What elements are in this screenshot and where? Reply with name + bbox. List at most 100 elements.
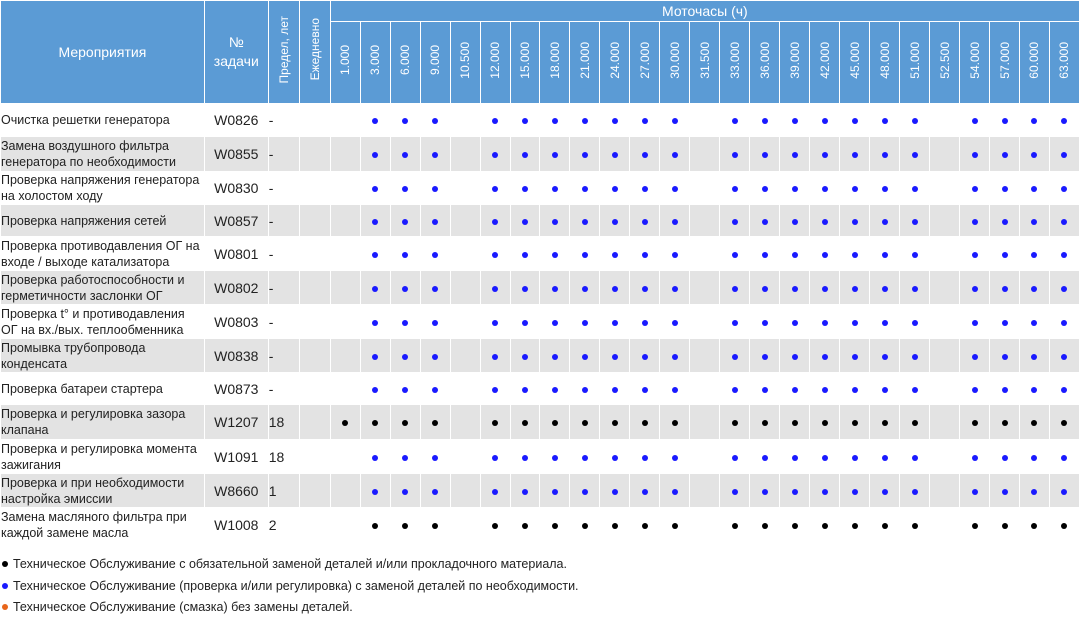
table-row: Проверка напряжения сетей W0857-	[0, 204, 1080, 237]
black-dot-icon	[791, 523, 798, 529]
black-dot-icon	[911, 523, 918, 529]
black-dot-icon	[851, 420, 858, 426]
schedule-cell	[599, 439, 631, 474]
black-dot-icon	[581, 523, 588, 529]
blue-dot-icon	[611, 285, 618, 292]
blue-dot-icon	[881, 454, 888, 461]
schedule-cell	[749, 304, 781, 339]
blue-dot-icon	[551, 353, 558, 360]
blue-dot-icon	[492, 186, 499, 192]
blue-dot-icon	[551, 118, 558, 124]
blue-dot-icon	[1061, 251, 1068, 258]
schedule-cell	[479, 304, 511, 339]
hour-label: 48.000	[877, 41, 892, 79]
schedule-cell	[899, 507, 931, 543]
hour-label: 57.000	[997, 41, 1012, 79]
blue-dot-icon	[611, 386, 618, 393]
schedule-cell	[419, 171, 451, 205]
limit-years: -	[267, 304, 300, 339]
blue-dot-icon	[1061, 319, 1068, 326]
task-number: W0803	[203, 304, 269, 339]
blue-dot-icon	[881, 186, 888, 192]
table-row: Проверка работоспособности и герметичнос…	[0, 270, 1080, 305]
schedule-cell	[1048, 439, 1080, 474]
blue-dot-icon	[581, 454, 588, 461]
schedule-cell	[929, 439, 961, 474]
schedule-cell	[929, 404, 961, 440]
hour-column-header: 9.000	[419, 21, 451, 104]
schedule-cell	[599, 404, 631, 440]
daily-cell	[298, 372, 331, 405]
schedule-cell	[719, 439, 751, 474]
schedule-cell	[749, 171, 781, 205]
schedule-cell	[779, 136, 811, 172]
header-daily-label: Ежедневно	[307, 18, 322, 81]
blue-dot-icon	[791, 186, 798, 192]
hour-label: 12.000	[488, 41, 503, 79]
schedule-cell	[869, 473, 901, 508]
blue-dot-icon	[1001, 186, 1008, 192]
blue-dot-icon	[731, 285, 738, 292]
hour-column-header: 27.000	[629, 21, 661, 104]
blue-dot-icon	[581, 251, 588, 258]
task-number: W0801	[203, 236, 269, 271]
schedule-cell	[449, 372, 481, 405]
blue-dot-icon	[551, 319, 558, 326]
blue-dot-icon	[791, 218, 798, 225]
schedule-cell	[359, 270, 391, 305]
task-number: W0857	[203, 204, 269, 237]
limit-years: -	[267, 372, 300, 405]
schedule-cell	[839, 338, 871, 373]
schedule-cell	[989, 304, 1020, 339]
maintenance-schedule-table: Мероприятия № задачи Предел, лет Ежеднев…	[0, 0, 1080, 543]
header-daily: Ежедневно	[298, 0, 331, 104]
blue-dot-icon	[611, 454, 618, 461]
blue-dot-icon	[372, 353, 379, 360]
schedule-cell	[509, 103, 541, 137]
blue-dot-icon	[432, 454, 439, 461]
blue-dot-icon	[761, 218, 768, 225]
blue-dot-icon	[671, 488, 678, 495]
schedule-cell	[359, 103, 391, 137]
schedule-cell	[449, 507, 481, 543]
blue-dot-icon	[1001, 218, 1008, 225]
schedule-cell	[749, 439, 781, 474]
schedule-cell	[839, 204, 871, 237]
hour-column-header: 24.000	[599, 21, 631, 104]
blue-dot-icon	[791, 353, 798, 360]
schedule-cell	[329, 236, 361, 271]
blue-dot-icon	[402, 118, 409, 124]
schedule-cell	[659, 270, 691, 305]
daily-cell	[298, 304, 331, 339]
table-row: Проверка батареи стартера W0873-	[0, 372, 1080, 405]
schedule-cell	[419, 372, 451, 405]
schedule-cell	[509, 404, 541, 440]
black-dot-icon	[671, 420, 678, 426]
black-dot-icon	[821, 523, 828, 529]
schedule-cell	[479, 270, 511, 305]
blue-dot-icon	[432, 319, 439, 326]
blue-dot-icon	[372, 186, 379, 192]
blue-dot-icon	[911, 251, 918, 258]
blue-dot-icon	[731, 152, 738, 158]
black-dot-icon	[432, 523, 439, 529]
hour-label: 15.000	[518, 41, 532, 79]
blue-dot-icon	[911, 353, 918, 360]
schedule-cell	[719, 136, 751, 172]
blue-dot-icon	[1031, 218, 1038, 225]
schedule-cell	[389, 171, 421, 205]
schedule-cell	[779, 372, 811, 405]
schedule-cell	[719, 103, 751, 137]
blue-dot-icon	[911, 285, 918, 292]
blue-dot-icon	[1001, 152, 1008, 158]
event-name: Проверка t° и противодавления ОГ на вх./…	[0, 304, 205, 339]
blue-dot-icon	[2, 583, 8, 589]
blue-dot-icon	[372, 251, 379, 258]
blue-dot-icon	[671, 152, 678, 158]
hour-column-header: 60.000	[1018, 21, 1050, 104]
blue-dot-icon	[1061, 186, 1068, 192]
blue-dot-icon	[611, 353, 618, 360]
blue-dot-icon	[581, 218, 588, 225]
blue-dot-icon	[432, 251, 439, 258]
schedule-cell	[719, 236, 751, 271]
